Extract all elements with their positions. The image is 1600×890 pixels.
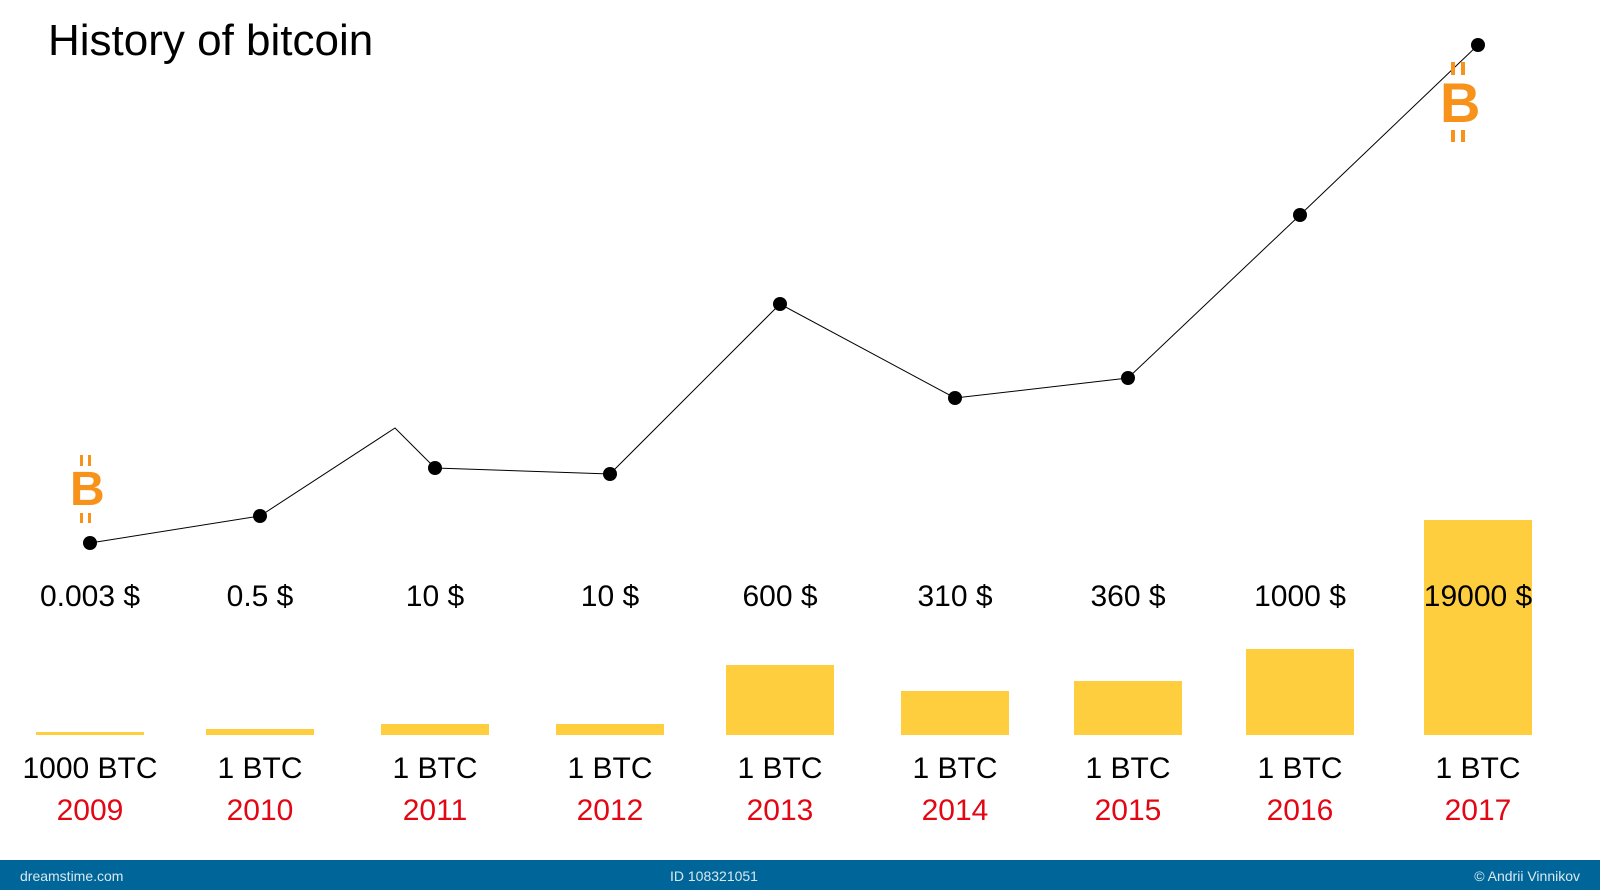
btc-amount-label: 1 BTC bbox=[1435, 752, 1520, 786]
price-label: 360 $ bbox=[1090, 580, 1165, 614]
price-bar bbox=[901, 691, 1009, 735]
price-bar bbox=[1246, 649, 1354, 735]
price-bar bbox=[36, 732, 144, 735]
bitcoin-icon: B bbox=[70, 462, 105, 517]
price-marker bbox=[1471, 38, 1485, 52]
year-label: 2015 bbox=[1095, 794, 1162, 828]
year-label: 2014 bbox=[922, 794, 989, 828]
price-marker bbox=[253, 509, 267, 523]
btc-amount-label: 1 BTC bbox=[567, 752, 652, 786]
price-marker bbox=[1293, 208, 1307, 222]
price-label: 10 $ bbox=[406, 580, 464, 614]
price-label: 1000 $ bbox=[1254, 580, 1346, 614]
year-label: 2012 bbox=[577, 794, 644, 828]
price-line bbox=[90, 45, 1478, 543]
btc-amount-label: 1 BTC bbox=[912, 752, 997, 786]
year-label: 2013 bbox=[747, 794, 814, 828]
year-label: 2009 bbox=[57, 794, 124, 828]
price-bar bbox=[726, 665, 834, 735]
price-bar bbox=[1424, 520, 1532, 735]
btc-amount-label: 1000 BTC bbox=[22, 752, 157, 786]
footer-logo: dreamstime.com bbox=[20, 868, 123, 884]
price-marker bbox=[428, 461, 442, 475]
price-marker bbox=[603, 467, 617, 481]
btc-amount-label: 1 BTC bbox=[737, 752, 822, 786]
price-marker bbox=[773, 297, 787, 311]
year-label: 2017 bbox=[1445, 794, 1512, 828]
footer-id: ID 108321051 bbox=[670, 868, 758, 884]
price-markers bbox=[83, 38, 1485, 550]
btc-amount-label: 1 BTC bbox=[217, 752, 302, 786]
btc-amount-label: 1 BTC bbox=[392, 752, 477, 786]
btc-amount-label: 1 BTC bbox=[1085, 752, 1170, 786]
price-label: 19000 $ bbox=[1424, 580, 1532, 614]
price-marker bbox=[948, 391, 962, 405]
price-label: 10 $ bbox=[581, 580, 639, 614]
price-label: 310 $ bbox=[917, 580, 992, 614]
price-marker bbox=[83, 536, 97, 550]
price-bar bbox=[381, 724, 489, 735]
price-label: 0.5 $ bbox=[227, 580, 294, 614]
price-label: 600 $ bbox=[742, 580, 817, 614]
footer-author: © Andrii Vinnikov bbox=[1474, 868, 1580, 884]
price-marker bbox=[1121, 371, 1135, 385]
bitcoin-icon: B bbox=[1440, 70, 1480, 135]
year-label: 2016 bbox=[1267, 794, 1334, 828]
btc-amount-label: 1 BTC bbox=[1257, 752, 1342, 786]
footer-bar bbox=[0, 860, 1600, 890]
year-label: 2010 bbox=[227, 794, 294, 828]
price-bar bbox=[1074, 681, 1182, 735]
price-bar bbox=[556, 724, 664, 735]
price-label: 0.003 $ bbox=[40, 580, 140, 614]
year-label: 2011 bbox=[403, 794, 468, 828]
price-bar bbox=[206, 729, 314, 735]
